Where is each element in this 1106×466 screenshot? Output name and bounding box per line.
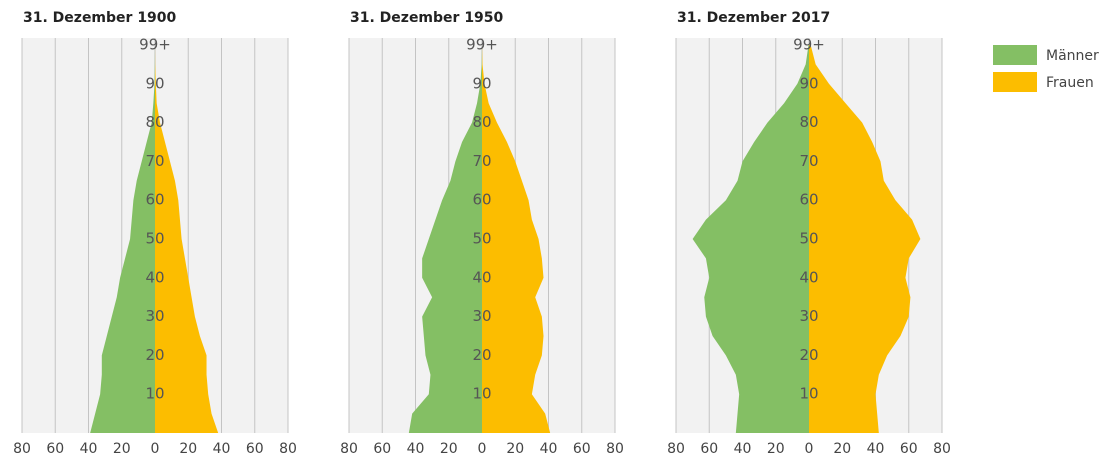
legend-swatch — [993, 45, 1037, 65]
area — [482, 45, 551, 433]
area — [90, 45, 155, 433]
y-tick-label: 90 — [145, 74, 164, 92]
x-tick-label: 60 — [573, 441, 591, 457]
y-tick-label: 70 — [472, 152, 491, 170]
legend-swatch — [993, 72, 1037, 92]
y-tick-label: 20 — [799, 346, 818, 364]
x-tick-label: 20 — [440, 441, 458, 457]
chart-title: 31. Dezember 1900 — [23, 10, 177, 26]
y-tick-label: 90 — [799, 74, 818, 92]
x-tick-label: 40 — [867, 441, 885, 457]
x-tick-label: 40 — [734, 441, 752, 457]
y-tick-label: 30 — [799, 307, 818, 325]
y-tick-label: 99+ — [139, 36, 171, 54]
x-tick-label: 20 — [833, 441, 851, 457]
y-tick-label: 20 — [472, 346, 491, 364]
y-tick-label: 10 — [145, 385, 164, 403]
area — [809, 45, 921, 433]
x-tick-label: 20 — [767, 441, 785, 457]
x-tick-label: 0 — [805, 441, 814, 457]
x-tick-label: 80 — [279, 441, 297, 457]
y-tick-label: 40 — [145, 268, 164, 286]
x-tick-label: 20 — [506, 441, 524, 457]
y-tick-label: 50 — [799, 230, 818, 248]
y-tick-label: 99+ — [793, 36, 825, 54]
y-tick-label: 30 — [145, 307, 164, 325]
x-tick-label: 80 — [13, 441, 31, 457]
y-tick-label: 50 — [472, 230, 491, 248]
y-tick-label: 20 — [145, 346, 164, 364]
x-tick-label: 40 — [213, 441, 231, 457]
y-tick-label: 40 — [799, 268, 818, 286]
chart-title: 31. Dezember 2017 — [677, 10, 830, 26]
x-tick-label: 0 — [151, 441, 160, 457]
y-tick-label: 70 — [799, 152, 818, 170]
y-tick-label: 70 — [145, 152, 164, 170]
x-tick-label: 60 — [700, 441, 718, 457]
x-tick-label: 40 — [407, 441, 425, 457]
y-tick-label: 80 — [472, 113, 491, 131]
y-tick-label: 60 — [799, 191, 818, 209]
chart-title: 31. Dezember 1950 — [350, 10, 504, 26]
x-tick-label: 80 — [340, 441, 358, 457]
y-tick-label: 40 — [472, 268, 491, 286]
area — [408, 45, 482, 433]
x-tick-label: 20 — [113, 441, 131, 457]
x-tick-label: 60 — [246, 441, 264, 457]
y-tick-label: 99+ — [466, 36, 498, 54]
x-tick-label: 40 — [80, 441, 98, 457]
y-tick-label: 60 — [472, 191, 491, 209]
x-tick-label: 60 — [373, 441, 391, 457]
y-tick-label: 80 — [145, 113, 164, 131]
y-tick-label: 50 — [145, 230, 164, 248]
x-tick-label: 0 — [478, 441, 487, 457]
y-tick-label: 10 — [472, 385, 491, 403]
y-tick-label: 80 — [799, 113, 818, 131]
x-tick-label: 80 — [606, 441, 624, 457]
y-tick-label: 10 — [799, 385, 818, 403]
area — [155, 45, 219, 433]
x-tick-label: 60 — [900, 441, 918, 457]
x-tick-label: 40 — [540, 441, 558, 457]
x-tick-label: 80 — [933, 441, 951, 457]
y-tick-label: 30 — [472, 307, 491, 325]
area — [692, 45, 809, 433]
y-tick-label: 60 — [145, 191, 164, 209]
x-tick-label: 80 — [667, 441, 685, 457]
x-tick-label: 20 — [179, 441, 197, 457]
y-tick-label: 90 — [472, 74, 491, 92]
x-tick-label: 60 — [46, 441, 64, 457]
legend-label: Männer — [1046, 48, 1099, 64]
legend-label: Frauen — [1046, 75, 1094, 91]
